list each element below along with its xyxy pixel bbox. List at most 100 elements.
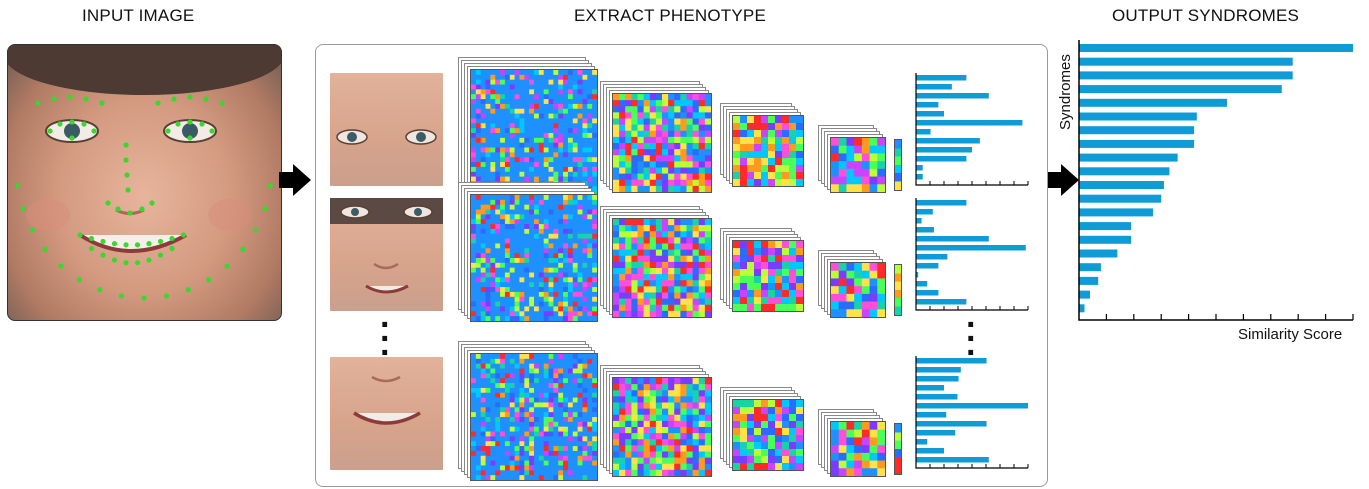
landmark-point: [99, 100, 105, 106]
histogram-bar: [916, 403, 1028, 409]
histogram-bar: [916, 102, 939, 108]
landmark-point: [187, 119, 193, 125]
feature-map-stack: [720, 228, 804, 312]
landmark-point: [149, 200, 155, 206]
landmark-point: [139, 206, 145, 212]
landmark-point: [123, 242, 129, 248]
landmark-point: [51, 96, 57, 102]
arrow-right-icon: [1047, 164, 1079, 196]
feature-map-stack: [600, 206, 712, 318]
landmark-point: [124, 172, 130, 178]
histogram-bar: [916, 421, 987, 427]
histogram-bar: [916, 236, 989, 242]
landmark-point: [81, 121, 87, 127]
feature-map-stack: [458, 57, 598, 197]
histogram-bar: [916, 394, 958, 400]
feature-map-stack: [894, 423, 902, 475]
syndrome-bar: [1079, 139, 1195, 148]
vertical-ellipsis-icon: · · ·: [966, 306, 978, 372]
left-iris: [64, 123, 80, 139]
landmark-point: [219, 100, 225, 106]
histogram-bar: [916, 200, 967, 206]
histogram-bar: [916, 227, 934, 233]
histogram-bar: [916, 174, 923, 180]
histogram-bar: [916, 430, 956, 436]
landmark-point: [267, 183, 274, 189]
syndrome-bar: [1079, 71, 1293, 80]
syndrome-bar: [1079, 235, 1132, 244]
landmark-point: [165, 128, 171, 134]
landmark-point: [262, 205, 268, 212]
histogram-bar: [916, 367, 961, 373]
landmark-point: [175, 121, 181, 127]
landmark-point: [42, 246, 48, 252]
landmark-point: [100, 238, 106, 245]
landmark-point: [91, 128, 97, 134]
histogram-bar: [916, 281, 928, 287]
feature-map-stack: [894, 264, 902, 316]
landmark-point: [169, 235, 175, 242]
arrow-right-icon: [279, 164, 311, 196]
right-cheek: [208, 199, 252, 231]
syndrome-bar: [1079, 57, 1293, 66]
syndrome-bar: [1079, 98, 1227, 107]
histogram-axis: [915, 356, 1028, 469]
landmark-point: [111, 241, 118, 247]
mouth-shape: [78, 233, 187, 253]
facial-landmarks: [14, 94, 274, 301]
feature-histogram: [915, 356, 1029, 469]
landmark-point: [155, 100, 161, 106]
histogram-bar: [916, 457, 989, 463]
histogram-bar: [916, 299, 967, 305]
syndrome-bar: [1079, 249, 1118, 258]
syndrome-bar: [1079, 112, 1197, 121]
syndrome-bar: [1079, 263, 1101, 272]
face-illustration: [8, 45, 281, 301]
input-image-heading: INPUT IMAGE: [82, 6, 195, 25]
syndrome-bar: [1079, 126, 1195, 135]
histogram-bar: [916, 156, 967, 162]
histogram-bar: [916, 254, 948, 260]
syndrome-bar: [1079, 290, 1090, 299]
syndrome-bar: [1079, 85, 1282, 94]
feature-map-stack: [600, 81, 712, 193]
landmark-point: [100, 252, 106, 258]
landmark-point: [209, 128, 215, 134]
landmark-point: [76, 277, 82, 283]
histogram-axis: [915, 73, 1028, 186]
histogram-bar: [916, 138, 980, 144]
landmark-point: [88, 245, 95, 252]
landmark-point: [111, 257, 118, 263]
syndrome-bar: [1079, 194, 1162, 203]
similarity-score-axis-label: Similarity Score: [1238, 326, 1343, 343]
histogram-bar: [916, 385, 944, 391]
landmark-point: [67, 94, 73, 100]
histogram-bar: [916, 263, 939, 269]
landmark-point: [206, 277, 212, 283]
landmark-point: [105, 200, 111, 206]
histogram-bar: [916, 111, 944, 117]
landmark-point: [141, 295, 147, 301]
syndrome-bar: [1079, 181, 1164, 189]
landmark-point: [134, 242, 141, 248]
feature-histogram: [915, 73, 1029, 186]
vertical-ellipsis-icon: · · ·: [380, 306, 392, 372]
landmark-point: [35, 100, 41, 106]
histogram-bar: [916, 376, 959, 382]
syndrome-bar: [1079, 222, 1132, 231]
landmark-point: [146, 241, 152, 247]
eyes-crop-image: [330, 73, 443, 186]
landmark-point: [20, 205, 26, 212]
landmark-point: [115, 206, 121, 212]
syndrome-bar: [1079, 208, 1153, 217]
landmark-point: [203, 96, 209, 102]
syndrome-bar: [1079, 167, 1170, 176]
chart-axis: [1078, 40, 1353, 321]
landmark-point: [77, 232, 83, 238]
histogram-bar: [916, 84, 952, 90]
syndrome-bar: [1079, 153, 1178, 162]
landmark-point: [123, 157, 129, 163]
landmark-point: [180, 232, 187, 238]
landmark-point: [29, 227, 35, 233]
landmark-point: [199, 121, 205, 127]
